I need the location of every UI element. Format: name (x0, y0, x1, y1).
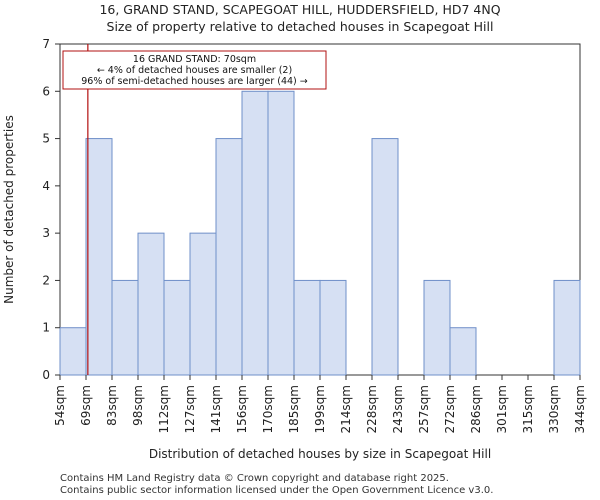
x-tick-label: 127sqm (183, 385, 197, 433)
footer-copyright: Contains HM Land Registry data © Crown c… (60, 473, 449, 484)
x-tick-label: 112sqm (157, 385, 171, 433)
x-tick-label: 69sqm (79, 385, 93, 426)
histogram-bar (293, 279, 321, 376)
histogram-bar (215, 138, 243, 376)
y-tick-label: 5 (42, 132, 50, 146)
x-tick-label: 228sqm (365, 385, 379, 433)
histogram-bar (163, 279, 191, 376)
annotation-line: 16 GRAND STAND: 70sqm (133, 54, 256, 65)
x-tick-label: 315sqm (521, 385, 535, 433)
x-tick-label: 344sqm (573, 385, 587, 433)
x-axis-label: Distribution of detached houses by size … (149, 447, 491, 461)
histogram-bar (449, 327, 477, 376)
y-tick-label: 0 (42, 368, 50, 382)
annotation-line: 96% of semi-detached houses are larger (… (81, 76, 308, 87)
histogram-bar (319, 279, 347, 376)
x-tick-label: 170sqm (261, 385, 275, 433)
histogram-bar (241, 90, 269, 376)
histogram-bar (189, 232, 217, 376)
histogram-bar (111, 279, 139, 376)
footer-licence: Contains public sector information licen… (60, 485, 494, 496)
x-tick-label: 83sqm (105, 385, 119, 426)
histogram-bar (371, 138, 399, 376)
y-tick-label: 4 (42, 179, 50, 193)
y-tick-label: 1 (42, 321, 50, 335)
chart-subtitle: Size of property relative to detached ho… (106, 19, 494, 34)
annotation-line: ← 4% of detached houses are smaller (2) (97, 65, 292, 76)
y-axis-label: Number of detached properties (2, 115, 16, 304)
x-tick-label: 156sqm (235, 385, 249, 433)
chart-title: 16, GRAND STAND, SCAPEGOAT HILL, HUDDERS… (99, 2, 501, 17)
x-tick-label: 214sqm (339, 385, 353, 433)
histogram-bar (553, 279, 581, 376)
histogram-bar (85, 138, 113, 376)
x-tick-label: 301sqm (495, 385, 509, 433)
y-tick-label: 3 (42, 226, 50, 240)
x-tick-label: 257sqm (417, 385, 431, 433)
y-tick-label: 6 (42, 84, 50, 98)
x-tick-label: 286sqm (469, 385, 483, 433)
x-tick-label: 185sqm (287, 385, 301, 433)
x-tick-label: 141sqm (209, 385, 223, 433)
y-tick-label: 7 (42, 37, 50, 51)
histogram-bar (423, 279, 451, 376)
x-tick-label: 54sqm (53, 385, 67, 426)
x-tick-label: 243sqm (391, 385, 405, 433)
x-tick-label: 272sqm (443, 385, 457, 433)
annotation-box (62, 50, 327, 90)
histogram-bar (59, 327, 87, 376)
histogram-bar (137, 232, 165, 376)
x-tick-label: 330sqm (547, 385, 561, 433)
y-tick-label: 2 (42, 273, 50, 287)
histogram-bar (267, 90, 295, 376)
x-tick-label: 199sqm (313, 385, 327, 433)
x-tick-label: 98sqm (131, 385, 145, 426)
